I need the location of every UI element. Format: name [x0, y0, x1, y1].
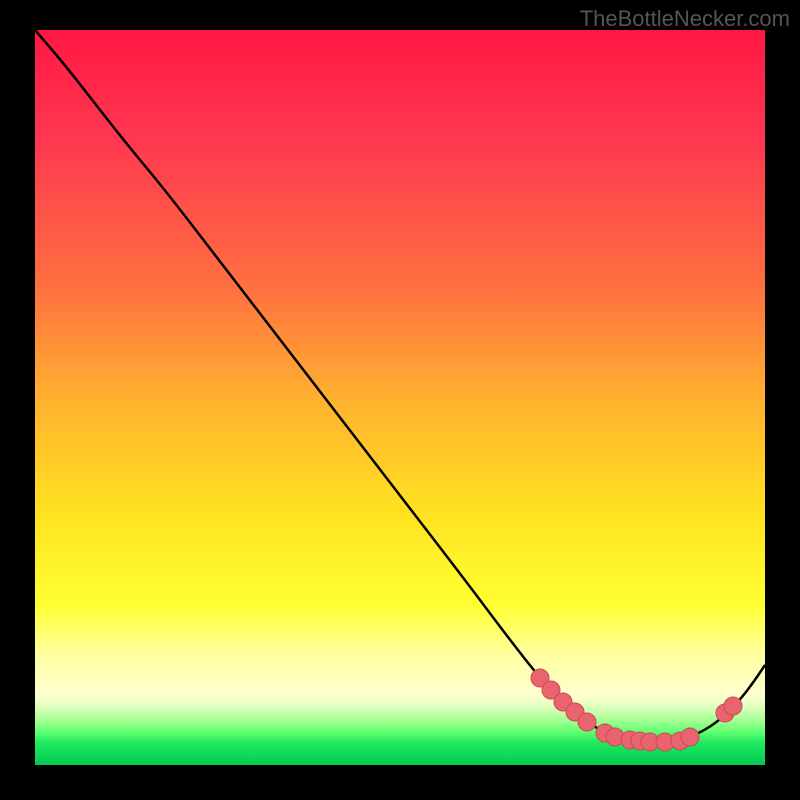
chart-area — [35, 30, 765, 765]
chart-svg — [35, 30, 765, 765]
data-marker — [578, 713, 596, 731]
data-marker — [724, 697, 742, 715]
watermark-text: TheBottleNecker.com — [580, 6, 790, 32]
gradient-background — [35, 30, 765, 765]
data-marker — [681, 728, 699, 746]
